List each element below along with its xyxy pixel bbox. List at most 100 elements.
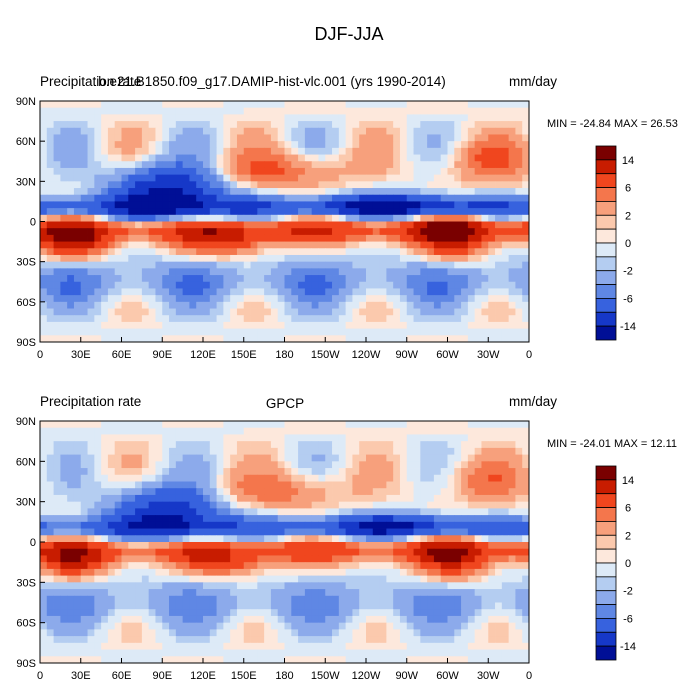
map-cell: [318, 328, 326, 336]
map-cell: [461, 201, 469, 209]
map-cell: [508, 321, 516, 330]
map-cell: [291, 147, 299, 155]
map-cell: [515, 315, 523, 323]
map-cell: [114, 535, 122, 543]
map-cell: [230, 295, 238, 303]
map-cell: [60, 161, 68, 169]
map-cell: [250, 174, 258, 182]
map-cell: [481, 154, 489, 162]
map-cell: [175, 555, 184, 563]
map-cell: [291, 427, 299, 435]
map-cell: [386, 501, 394, 509]
map-cell: [393, 555, 401, 563]
map-cell: [427, 602, 435, 610]
map-cell: [114, 174, 122, 182]
map-cell: [420, 468, 428, 476]
map-cell: [399, 481, 408, 489]
map-cell: [366, 214, 374, 222]
map-cell: [325, 622, 333, 630]
map-cell: [461, 288, 469, 296]
map-cell: [474, 254, 482, 263]
map-cell: [277, 301, 285, 309]
map-cell: [203, 622, 211, 630]
map-cell: [162, 441, 170, 449]
map-cell: [155, 161, 163, 169]
map-cell: [209, 515, 217, 523]
map-cell: [216, 568, 224, 577]
map-cell: [196, 194, 204, 202]
map-cell: [114, 427, 122, 435]
map-cell: [60, 167, 68, 176]
map-cell: [53, 221, 61, 229]
map-cell: [87, 174, 95, 182]
map-cell: [284, 562, 292, 570]
map-cell: [250, 501, 258, 509]
map-cell: [352, 562, 360, 570]
map-cell: [277, 288, 285, 296]
map-cell: [189, 315, 197, 323]
map-cell: [162, 454, 170, 462]
map-cell: [60, 421, 68, 429]
map-cell: [148, 161, 156, 169]
map-cell: [73, 281, 82, 289]
map-cell: [250, 328, 258, 336]
map-cell: [352, 441, 360, 449]
map-cell: [277, 468, 285, 476]
map-cell: [359, 221, 367, 229]
map-cell: [325, 427, 333, 435]
map-cell: [141, 114, 150, 122]
map-cell: [236, 161, 245, 169]
map-cell: [366, 248, 374, 256]
map-cell: [366, 488, 374, 496]
map-cell: [189, 167, 197, 176]
map-cell: [264, 521, 272, 529]
map-cell: [155, 481, 163, 489]
map-cell: [467, 214, 476, 222]
map-cell: [284, 261, 292, 269]
map-cell: [230, 447, 238, 456]
map-cell: [135, 474, 143, 482]
map-cell: [182, 161, 190, 169]
map-cell: [80, 288, 88, 296]
map-cell: [345, 101, 353, 109]
map-cell: [406, 434, 414, 442]
map-cell: [257, 321, 265, 330]
map-cell: [447, 595, 455, 603]
map-cell: [413, 542, 421, 550]
map-cell: [175, 481, 184, 489]
map-cell: [488, 107, 496, 115]
map-cell: [175, 609, 184, 617]
map-cell: [284, 494, 292, 503]
map-cell: [304, 441, 313, 449]
map-cell: [196, 629, 204, 637]
map-cell: [467, 501, 476, 509]
map-cell: [359, 261, 367, 269]
map-cell: [223, 461, 231, 469]
map-cell: [427, 501, 435, 509]
map-cell: [87, 548, 95, 556]
map-cell: [461, 335, 469, 343]
map-cell: [522, 609, 530, 617]
map-cell: [386, 542, 394, 550]
map-cell: [162, 134, 170, 142]
map-cell: [257, 615, 265, 624]
map-cell: [298, 261, 306, 269]
map-cell: [495, 528, 503, 536]
map-cell: [87, 501, 95, 509]
map-cell: [230, 468, 238, 476]
map-cell: [182, 447, 190, 456]
map-cell: [182, 636, 190, 644]
map-cell: [67, 474, 75, 482]
map-cell: [467, 295, 476, 303]
panel-model-map: [39, 100, 530, 343]
map-cell: [114, 281, 122, 289]
map-cell: [121, 441, 129, 449]
map-cell: [223, 481, 231, 489]
map-cell: [345, 447, 353, 456]
map-cell: [230, 261, 238, 269]
map-cell: [393, 208, 401, 216]
map-cell: [420, 228, 428, 236]
map-cell: [393, 535, 401, 543]
map-cell: [488, 421, 496, 429]
map-cell: [216, 535, 224, 543]
